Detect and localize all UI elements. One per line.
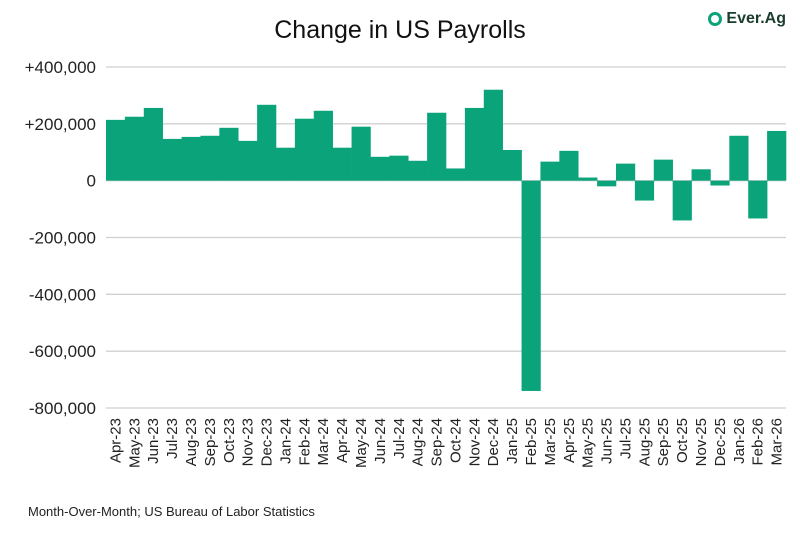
x-tick-label: Sep-23 [202, 418, 219, 466]
y-tick-label: 0 [87, 172, 96, 191]
bar [106, 119, 126, 181]
y-tick-label: -400,000 [29, 285, 96, 304]
x-tick-label: Sep-25 [655, 418, 672, 466]
x-tick-label: May-24 [353, 418, 370, 468]
bar [351, 126, 371, 181]
bar [143, 107, 163, 181]
x-tick-label: May-25 [580, 418, 597, 468]
bar [389, 155, 409, 181]
bar [464, 107, 485, 181]
x-tick-label: Nov-23 [240, 418, 257, 466]
source-note: Month-Over-Month; US Bureau of Labor Sta… [28, 504, 315, 519]
x-tick-label: Oct-25 [674, 418, 691, 463]
bar [162, 138, 182, 181]
logo-text: Ever.Ag [726, 10, 786, 27]
x-tick-label: Aug-23 [183, 418, 200, 466]
bar [276, 147, 296, 181]
bar [370, 156, 390, 181]
bar [294, 118, 315, 181]
y-tick-label: -200,000 [29, 229, 96, 248]
x-tick-label: Jun-25 [599, 418, 616, 464]
x-tick-label: Apr-25 [561, 418, 578, 463]
x-tick-label: Apr-23 [107, 418, 124, 463]
x-tick-label: Oct-24 [447, 418, 464, 463]
bar [616, 163, 636, 181]
x-tick-label: Jul-24 [391, 418, 408, 459]
x-tick-label: Aug-24 [410, 418, 427, 466]
x-tick-label: Sep-24 [429, 418, 446, 466]
y-tick-label: -600,000 [29, 342, 96, 361]
x-tick-label: Feb-25 [523, 418, 540, 466]
bar [710, 180, 730, 186]
bar [597, 180, 617, 187]
bar [332, 147, 352, 181]
bar [200, 135, 220, 181]
x-tick-label: Dec-23 [259, 418, 276, 466]
logo-icon [708, 12, 723, 26]
x-tick-label: Mar-24 [315, 418, 332, 466]
bar [729, 135, 749, 181]
y-tick-label: +200,000 [25, 115, 96, 134]
bar [559, 150, 579, 181]
bar [748, 180, 768, 219]
x-tick-label: Jul-25 [617, 418, 634, 459]
x-tick-label: Mar-26 [769, 418, 786, 466]
bar [181, 136, 201, 181]
x-tick-label: May-23 [126, 418, 143, 468]
bar [502, 149, 522, 181]
x-tick-label: Aug-25 [636, 418, 653, 466]
y-tick-label: -800,000 [29, 399, 96, 418]
x-tick-label: Jun-23 [145, 418, 162, 464]
x-tick-label: Apr-24 [334, 418, 351, 463]
bar [521, 180, 541, 391]
x-tick-label: Dec-25 [712, 418, 729, 466]
x-tick-label: Nov-25 [693, 418, 710, 466]
ever-ag-logo: Ever.Ag [708, 10, 786, 28]
bar [578, 177, 598, 181]
x-tick-label: Oct-23 [221, 418, 238, 463]
bar [219, 127, 239, 181]
bar [483, 89, 503, 181]
x-tick-label: Jan-24 [277, 418, 294, 464]
y-tick-label: +400,000 [25, 58, 96, 77]
x-tick-label: Jan-26 [731, 418, 748, 464]
bar [408, 160, 428, 181]
bar [238, 140, 258, 181]
bar [427, 112, 447, 181]
bar [767, 130, 787, 181]
bar [691, 169, 711, 181]
chart-title: Change in US Payrolls [274, 16, 526, 44]
bar [672, 180, 692, 221]
bar [124, 116, 145, 181]
x-tick-label: Mar-25 [542, 418, 559, 466]
x-tick-label: Feb-26 [750, 418, 767, 466]
bar [653, 159, 673, 181]
x-tick-label: Jan-25 [504, 418, 521, 464]
bar [257, 104, 277, 181]
bar [634, 180, 655, 201]
bar [446, 168, 466, 181]
x-tick-label: Jul-23 [164, 418, 181, 459]
bar [313, 110, 333, 181]
bar [540, 161, 560, 181]
x-tick-label: Feb-24 [296, 418, 313, 466]
x-tick-label: Nov-24 [466, 418, 483, 466]
x-tick-label: Dec-24 [485, 418, 502, 466]
x-tick-label: Jun-24 [372, 418, 389, 464]
